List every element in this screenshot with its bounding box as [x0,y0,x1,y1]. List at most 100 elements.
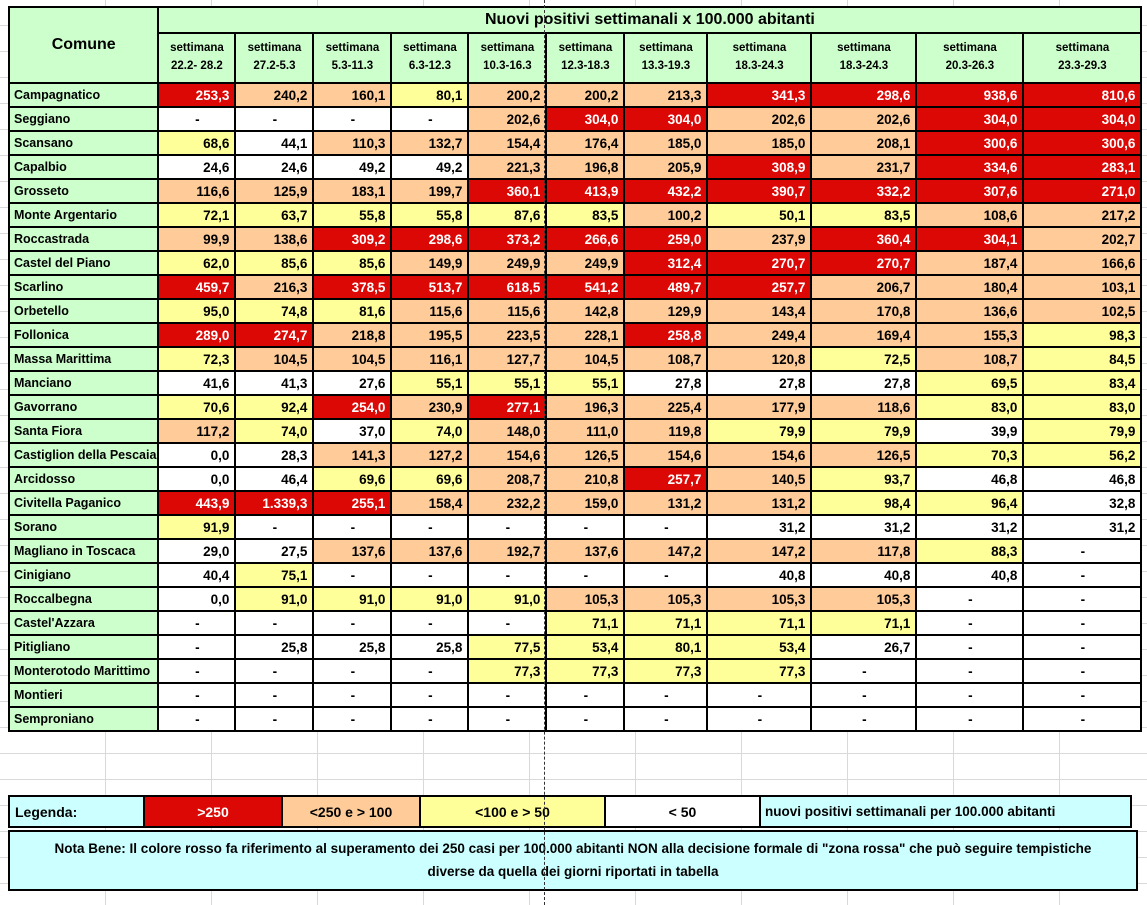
value-cell: 98,3 [1022,322,1143,348]
table-row: Follonica 289,0 274,7 218,8 195,5 223,5 228,1 2… [7,322,1143,348]
value-cell: 70,6 [157,394,237,420]
value-cell: 49,2 [312,154,393,180]
value-cell: - [234,610,315,636]
value-cell: 259,0 [623,226,709,252]
nota-bene-text: Nota Bene: Il colore rosso fa riferiment… [54,840,1092,879]
value-cell: 50,1 [706,202,813,228]
value-cell: 41,6 [157,370,237,396]
value-cell: 240,2 [234,82,315,108]
value-cell: 0,0 [157,586,237,612]
value-cell: 108,7 [915,346,1025,372]
value-cell: 136,6 [915,298,1025,324]
value-cell: 390,7 [706,178,813,204]
value-cell: 79,9 [810,418,918,444]
value-cell: 70,3 [915,442,1025,468]
value-cell: 232,2 [467,490,548,516]
value-cell: 309,2 [312,226,393,252]
value-cell: 257,7 [706,274,813,300]
week-header-6: settimana 13.3-19.3 [623,32,709,84]
comune-name: Castiglion della Pescaia [7,442,160,468]
comune-name: Civitella Paganico [7,490,160,516]
value-cell: 126,5 [545,442,626,468]
week-header-row: settimana 22.2- 28.2 settimana 27.2-5.3 sett… [9,32,1143,84]
value-cell: 85,6 [234,250,315,276]
value-cell: 304,0 [1022,106,1143,132]
value-cell: 91,0 [234,586,315,612]
value-cell: 137,6 [545,538,626,564]
value-cell: 92,4 [234,394,315,420]
value-cell: - [234,106,315,132]
value-cell: 79,9 [1022,418,1143,444]
value-cell: 308,9 [706,154,813,180]
value-cell: 413,9 [545,178,626,204]
value-cell: 221,3 [467,154,548,180]
value-cell: 105,3 [706,586,813,612]
value-cell: 99,9 [157,226,237,252]
value-cell: 88,3 [915,538,1025,564]
value-cell: - [545,682,626,708]
value-cell: 180,4 [915,274,1025,300]
value-cell: 255,1 [312,490,393,516]
table-row: Orbetello 95,0 74,8 81,6 115,6 115,6 142,8 129,… [7,298,1143,324]
value-cell: 258,8 [623,322,709,348]
value-cell: 140,5 [706,466,813,492]
value-cell: 118,6 [810,394,918,420]
value-cell: 116,6 [157,178,237,204]
value-cell: - [157,682,237,708]
value-cell: - [157,106,237,132]
value-cell: 71,1 [545,610,626,636]
value-cell: 116,1 [390,346,470,372]
value-cell: - [1022,706,1143,732]
comune-name: Manciano [7,370,160,396]
value-cell: 55,1 [467,370,548,396]
comune-incidence-table: Comune Nuovi positivi settimanali x 100.… [7,6,1143,732]
value-cell: 166,6 [1022,250,1143,276]
value-cell: 208,7 [467,466,548,492]
value-cell: 31,2 [706,514,813,540]
value-cell: 27,6 [312,370,393,396]
value-cell: - [1022,634,1143,660]
value-cell: 39,9 [915,418,1025,444]
value-cell: 176,4 [545,130,626,156]
value-cell: 218,8 [312,322,393,348]
week-header-4: settimana 10.3-16.3 [467,32,548,84]
corner-header-comune: Comune [7,6,160,84]
value-cell: 618,5 [467,274,548,300]
value-cell: 68,6 [157,130,237,156]
value-cell: 46,8 [1022,466,1143,492]
value-cell: 119,8 [623,418,709,444]
value-cell: - [915,658,1025,684]
value-cell: 137,6 [390,538,470,564]
value-cell: 249,9 [545,250,626,276]
value-cell: 69,5 [915,370,1025,396]
value-cell: 360,1 [467,178,548,204]
value-cell: 373,2 [467,226,548,252]
value-cell: 72,1 [157,202,237,228]
comune-name: Montieri [7,682,160,708]
table-row: Castel del Piano 62,0 85,6 85,6 149,9 249,9 24… [7,250,1143,276]
value-cell: 71,1 [623,610,709,636]
value-cell: 108,6 [915,202,1025,228]
value-cell: 217,2 [1022,202,1143,228]
value-cell: 341,3 [706,82,813,108]
table-row: Montieri - - - - - - - - - - - [7,682,1143,708]
value-cell: - [312,610,393,636]
legend-item-1: <250 e > 100 [281,795,421,828]
value-cell: 72,3 [157,346,237,372]
value-cell: 200,2 [545,82,626,108]
table-row: Civitella Paganico 443,9 1.339,3 255,1 158,4… [7,490,1143,516]
value-cell: - [1022,658,1143,684]
value-cell: - [234,514,315,540]
table-row: Gavorrano 70,6 92,4 254,0 230,9 277,1 196,3 225… [7,394,1143,420]
value-cell: 55,8 [312,202,393,228]
value-cell: - [1022,562,1143,588]
value-cell: 46,4 [234,466,315,492]
value-cell: 432,2 [623,178,709,204]
value-cell: 69,6 [390,466,470,492]
value-cell: 298,6 [810,82,918,108]
value-cell: 147,2 [623,538,709,564]
value-cell: 25,8 [312,634,393,660]
value-cell: 115,6 [467,298,548,324]
value-cell: - [312,658,393,684]
value-cell: - [234,682,315,708]
